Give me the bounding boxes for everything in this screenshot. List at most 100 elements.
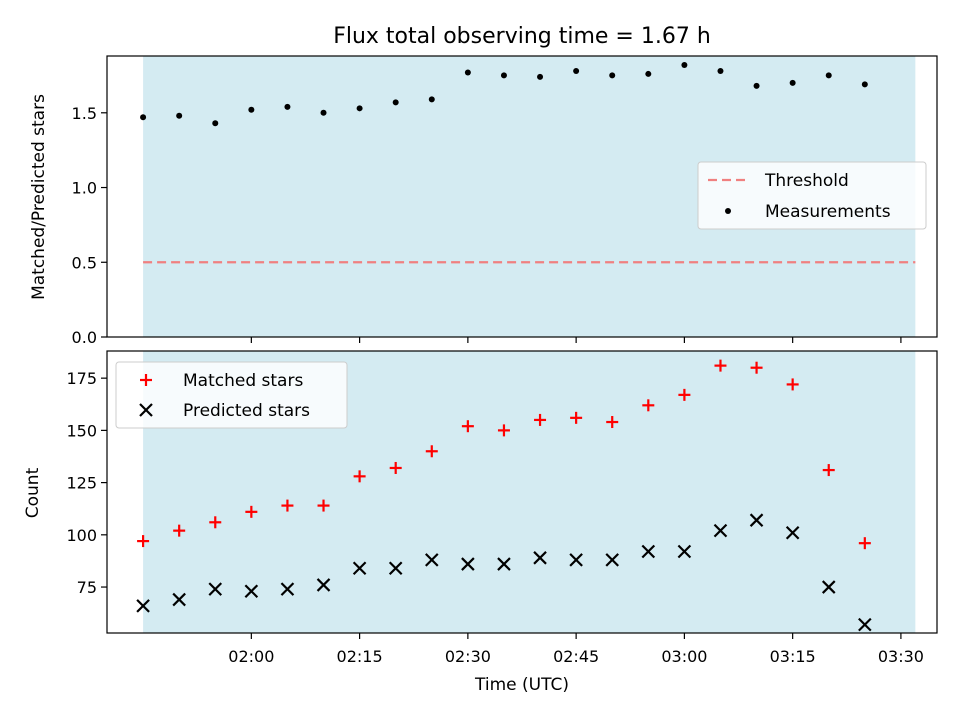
predicted-point: [280, 582, 295, 596]
predicted-point: [316, 578, 331, 592]
measurement-point: [717, 67, 724, 74]
bottom-x-tick-label: 03:00: [661, 647, 707, 666]
top-y-axis-label: Matched/Predicted stars: [29, 94, 49, 300]
matched-point: [137, 535, 150, 548]
bottom-y-axis-label: Count: [23, 467, 43, 518]
measurement-point: [500, 72, 507, 79]
chart-title: Flux total observing time = 1.67 h: [333, 24, 711, 49]
matched-point: [714, 359, 727, 372]
predicted-point: [244, 584, 259, 599]
x-stroke-b: [280, 582, 295, 596]
x-stroke-b: [713, 523, 728, 538]
measurement-point: [248, 106, 255, 113]
bottom-x-tick-label: 02:15: [337, 647, 383, 666]
legend-threshold-label: Threshold: [764, 171, 849, 191]
matched-point: [317, 499, 330, 512]
measurement-point: [609, 72, 616, 79]
matched-point: [173, 524, 186, 537]
matched-point: [858, 537, 871, 550]
measurement-point: [464, 69, 471, 76]
matched-point: [353, 470, 366, 483]
x-stroke-b: [425, 553, 439, 567]
measurement-point: [825, 72, 832, 79]
measurement-point: [789, 79, 796, 86]
predicted-point: [858, 617, 872, 632]
predicted-point: [677, 544, 692, 559]
bottom-y-tick-label: 125: [66, 474, 97, 493]
legend-measurements-swatch: [725, 208, 731, 214]
top-y-tick-label: 0.5: [72, 253, 97, 272]
x-stroke-b: [533, 551, 547, 565]
predicted-point: [425, 553, 439, 567]
predicted-point: [785, 525, 800, 540]
x-stroke-b: [821, 580, 836, 594]
bottom-y-tick-label: 150: [66, 421, 97, 440]
matched-point: [750, 361, 763, 374]
measurement-point: [392, 99, 399, 106]
bottom-y-tick-label: 75: [77, 578, 97, 597]
x-stroke-b: [172, 592, 186, 607]
top-axes-frame: [106, 55, 938, 338]
matched-point: [497, 424, 510, 437]
predicted-point: [497, 557, 511, 571]
matched-point: [570, 411, 583, 424]
bottom-x-tick-label: 03:30: [878, 647, 924, 666]
measurement-point: [861, 81, 868, 88]
matched-point: [461, 420, 474, 433]
top-legend: [697, 161, 927, 230]
matched-point: [281, 499, 294, 512]
matched-point: [245, 505, 258, 518]
predicted-point: [569, 553, 583, 567]
x-stroke-b: [569, 553, 583, 567]
measurement-point: [284, 103, 291, 110]
legend-matched-label: Matched stars: [183, 371, 303, 391]
predicted-point: [605, 553, 619, 567]
legend-matched-swatch: [140, 374, 152, 386]
legend-measurements-label: Measurements: [765, 202, 891, 222]
predicted-point: [641, 544, 656, 559]
predicted-point: [749, 513, 764, 527]
x-stroke-b: [139, 403, 153, 417]
matched-point: [534, 413, 547, 426]
x-stroke-b: [352, 561, 367, 576]
top-y-tick-label: 1.0: [72, 179, 97, 198]
matched-point: [642, 399, 655, 412]
legend-predicted-label: Predicted stars: [183, 401, 310, 421]
predicted-point: [172, 592, 186, 607]
predicted-point: [713, 523, 728, 538]
x-stroke-b: [749, 513, 764, 527]
matched-point: [786, 378, 799, 391]
measurement-point: [573, 67, 580, 74]
predicted-point: [352, 561, 367, 576]
bottom-x-tick-label: 03:15: [770, 647, 816, 666]
bottom-y-tick-label: 175: [66, 369, 97, 388]
x-stroke-b: [641, 544, 656, 559]
bottom-x-tick-label: 02:30: [445, 647, 491, 666]
predicted-point: [533, 551, 547, 565]
top-y-tick-label: 1.5: [72, 104, 97, 123]
measurement-point: [356, 105, 363, 112]
x-stroke-b: [244, 584, 259, 599]
bottom-axes-frame: [106, 350, 938, 634]
bottom-x-tick-label: 02:45: [553, 647, 599, 666]
measurement-point: [140, 114, 147, 121]
predicted-point: [208, 582, 223, 596]
matched-point: [606, 416, 619, 429]
x-stroke-b: [388, 561, 403, 576]
matched-point: [822, 464, 835, 477]
measurement-point: [320, 109, 327, 116]
predicted-point: [821, 580, 836, 594]
top-y-tick-label: 0.0: [72, 328, 97, 347]
x-stroke-b: [497, 557, 511, 571]
legend-predicted-swatch: [139, 403, 153, 417]
bottom-x-tick-label: 02:00: [228, 647, 274, 666]
bottom-panel: 75 100 125 150 175 02:00 02:15 02:30 02:45 03:00 0…: [66, 350, 938, 666]
predicted-point: [136, 599, 150, 613]
measurement-point: [428, 96, 435, 103]
matched-point: [209, 516, 222, 529]
x-stroke-b: [461, 557, 475, 571]
matched-point: [678, 388, 691, 401]
top-panel: 0.0 0.5 1.0 1.5 Threshold Measurements: [72, 55, 938, 347]
x-stroke-b: [208, 582, 223, 596]
measurement-point: [645, 70, 652, 77]
